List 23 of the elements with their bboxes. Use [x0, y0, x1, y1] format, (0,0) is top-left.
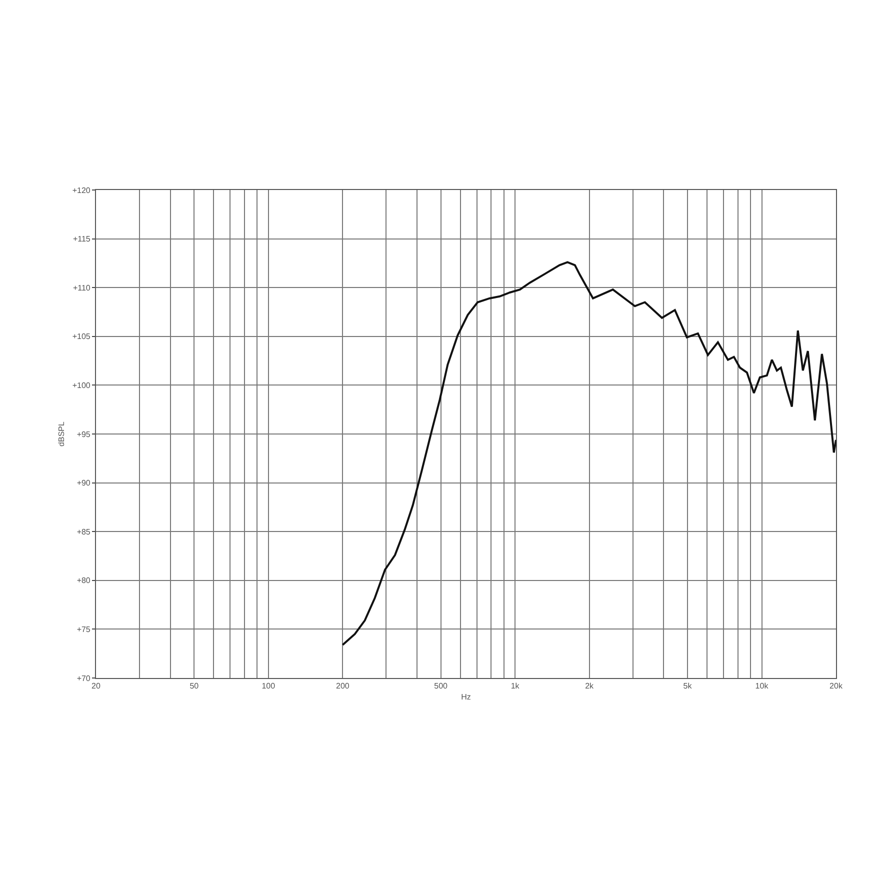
y-tick-label: +100 — [72, 381, 91, 390]
x-axis-title: Hz — [461, 692, 471, 702]
x-tick-label: 50 — [190, 682, 200, 691]
y-tick-label: +105 — [72, 332, 91, 342]
y-tick-label: +70 — [76, 674, 91, 683]
y-tick-label: +90 — [76, 478, 91, 488]
x-tick-label: 20k — [830, 682, 844, 691]
y-tick-label: +75 — [76, 625, 91, 634]
x-tick-label: 20 — [92, 682, 101, 691]
x-tick-label: 200 — [336, 682, 350, 691]
y-tick-label: +110 — [72, 283, 91, 292]
x-tick-label: 10k — [755, 682, 770, 691]
x-tick-label: 500 — [434, 682, 448, 691]
y-tick-label: +85 — [76, 527, 91, 536]
y-tick-label: +115 — [72, 234, 91, 244]
y-tick-label: +120 — [72, 186, 91, 195]
x-tick-label: 5k — [683, 682, 693, 691]
x-tick-label: 2k — [585, 682, 595, 691]
y-tick-label: +80 — [76, 576, 91, 586]
x-tick-label: 1k — [510, 682, 520, 691]
y-axis-title: dBSPL — [57, 420, 66, 446]
y-tick-label: +95 — [76, 430, 91, 439]
x-tick-label: 100 — [262, 682, 276, 691]
